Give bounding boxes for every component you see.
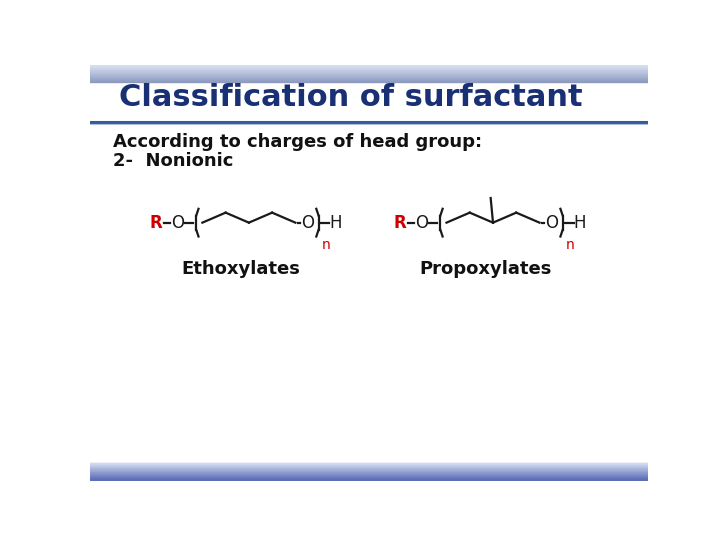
Bar	[90, 81, 648, 82]
Bar	[90, 473, 648, 474]
Bar	[90, 468, 648, 469]
Text: O: O	[171, 214, 184, 232]
Bar	[90, 64, 648, 65]
Bar	[90, 470, 648, 471]
Bar	[90, 68, 648, 69]
Bar	[90, 78, 648, 79]
Text: Propoxylates: Propoxylates	[419, 260, 552, 278]
Bar	[90, 79, 648, 80]
Bar	[90, 75, 648, 76]
Bar	[90, 469, 648, 470]
Bar	[90, 71, 648, 72]
Bar	[90, 465, 648, 466]
Bar	[90, 66, 648, 68]
Bar	[90, 476, 648, 477]
Bar	[90, 468, 648, 469]
Bar	[90, 71, 648, 72]
Bar	[90, 478, 648, 479]
Bar	[90, 65, 648, 66]
Bar	[90, 475, 648, 476]
Text: 2-  Nonionic: 2- Nonionic	[113, 152, 233, 170]
Bar	[90, 77, 648, 78]
Bar	[90, 479, 648, 480]
Bar	[90, 80, 648, 81]
Bar	[90, 474, 648, 475]
Bar	[90, 72, 648, 73]
Bar	[90, 73, 648, 74]
Bar	[90, 471, 648, 472]
Text: R: R	[150, 214, 162, 232]
Text: O: O	[415, 214, 428, 232]
Bar	[90, 463, 648, 464]
Text: H: H	[330, 214, 342, 232]
Bar	[90, 464, 648, 465]
Bar	[90, 72, 648, 73]
Bar	[90, 463, 648, 464]
Bar	[90, 73, 648, 75]
Bar	[90, 76, 648, 77]
Bar	[90, 467, 648, 468]
Text: O: O	[546, 214, 559, 232]
Text: O: O	[301, 214, 314, 232]
Text: n: n	[322, 238, 330, 252]
Bar	[90, 475, 648, 476]
Bar	[90, 464, 648, 465]
Bar	[90, 78, 648, 79]
Bar	[90, 477, 648, 478]
Bar	[90, 477, 648, 478]
Text: Classification of surfactant: Classification of surfactant	[120, 83, 583, 112]
Bar	[90, 74, 648, 75]
Bar	[90, 472, 648, 473]
Bar	[90, 70, 648, 71]
Bar	[90, 75, 648, 76]
Bar	[90, 466, 648, 467]
Bar	[90, 478, 648, 480]
Bar	[90, 65, 648, 66]
Bar	[90, 77, 648, 78]
Bar	[90, 465, 648, 467]
Text: R: R	[394, 214, 406, 232]
Bar	[90, 76, 648, 77]
Text: n: n	[566, 238, 575, 252]
Bar	[90, 66, 648, 67]
Bar	[90, 467, 648, 468]
Text: H: H	[574, 214, 586, 232]
Bar	[90, 476, 648, 477]
Bar	[90, 69, 648, 70]
Bar	[90, 469, 648, 470]
Text: According to charges of head group:: According to charges of head group:	[113, 132, 482, 151]
Text: Ethoxylates: Ethoxylates	[181, 260, 300, 278]
